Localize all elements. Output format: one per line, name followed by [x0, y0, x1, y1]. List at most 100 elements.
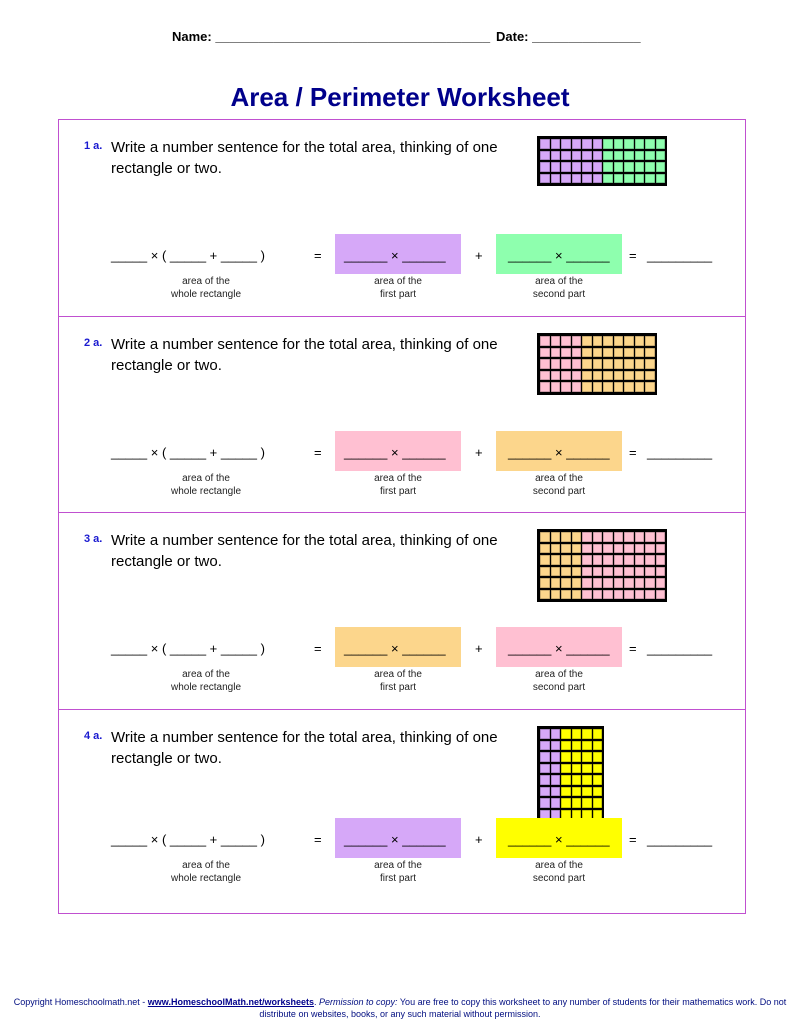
equals-sign-2: =: [629, 832, 637, 847]
caption-second: area of the second part: [532, 860, 586, 884]
whole-rectangle-expression: _____ × ( _____ + _____ ): [111, 641, 265, 656]
second-part-expression: ______ × ______: [508, 641, 610, 656]
permission-label: Permission to copy:: [319, 997, 398, 1007]
plus-sign: +: [475, 641, 483, 656]
whole-rectangle-expression: _____ × ( _____ + _____ ): [111, 832, 265, 847]
problem-number: 2 a.: [84, 337, 103, 349]
area-grid: [537, 333, 657, 395]
grid-cell-second-part: [591, 797, 603, 809]
area-grid: [537, 529, 667, 602]
grid-cell-second-part: [654, 542, 666, 554]
first-part-expression: ______ × ______: [344, 832, 446, 847]
first-part-expression: ______ × ______: [344, 248, 446, 263]
equals-sign: =: [314, 832, 322, 847]
equals-sign: =: [314, 445, 322, 460]
problem-number: 4 a.: [84, 730, 103, 742]
date-field: Date: _______________: [496, 29, 641, 44]
page-title: Area / Perimeter Worksheet: [230, 82, 570, 112]
second-part-expression: ______ × ______: [508, 248, 610, 263]
grid-cell-second-part: [591, 739, 603, 751]
caption-whole: area of the whole rectangle: [170, 276, 242, 300]
first-part-expression: ______ × ______: [344, 445, 446, 460]
equals-sign-2: =: [629, 445, 637, 460]
plus-sign: +: [475, 832, 483, 847]
caption-first: area of the first part: [374, 276, 422, 300]
footer-punct: .: [314, 997, 320, 1007]
area-grid: [537, 136, 667, 186]
problem-number: 3 a.: [84, 533, 103, 545]
caption-whole: area of the whole rectangle: [170, 669, 242, 693]
grid-cell-second-part: [644, 369, 656, 381]
grid-cell-second-part: [654, 161, 666, 173]
problem-question: Write a number sentence for the total ar…: [111, 336, 498, 374]
first-part-box: [335, 234, 461, 274]
date-label: Date:: [496, 29, 529, 44]
equals-sign: =: [314, 641, 322, 656]
total-answer-blank[interactable]: _________: [647, 445, 713, 460]
whole-rectangle-expression: _____ × ( _____ + _____ ): [111, 248, 265, 263]
problem-question: Write a number sentence for the total ar…: [111, 139, 498, 177]
grid-cell-second-part: [654, 577, 666, 589]
grid-cell-second-part: [591, 785, 603, 797]
plus-sign: +: [475, 445, 483, 460]
name-blank: ______________________________________: [215, 29, 491, 44]
grid-cell-second-part: [591, 762, 603, 774]
grid-cell-second-part: [654, 554, 666, 566]
equals-sign-2: =: [629, 248, 637, 263]
area-grid: [537, 726, 604, 822]
caption-whole: area of the whole rectangle: [170, 473, 242, 497]
caption-first: area of the first part: [374, 473, 422, 497]
whole-rectangle-expression: _____ × ( _____ + _____ ): [111, 445, 265, 460]
total-answer-blank[interactable]: _________: [647, 248, 713, 263]
second-part-box: [496, 431, 622, 471]
grid-cell-second-part: [591, 774, 603, 786]
caption-whole: area of the whole rectangle: [170, 860, 242, 884]
name-field: Name: __________________________________…: [172, 29, 490, 44]
grid-cell-second-part: [644, 381, 656, 393]
problem-question: Write a number sentence for the total ar…: [111, 729, 498, 767]
grid-cell-second-part: [654, 588, 666, 600]
grid-cell-second-part: [654, 565, 666, 577]
equals-sign-2: =: [629, 641, 637, 656]
first-part-box: [335, 627, 461, 667]
plus-sign: +: [475, 248, 483, 263]
caption-second: area of the second part: [532, 276, 586, 300]
caption-first: area of the first part: [374, 669, 422, 693]
grid-cell-second-part: [654, 149, 666, 161]
grid-cell-second-part: [591, 751, 603, 763]
first-part-box: [335, 818, 461, 858]
first-part-expression: ______ × ______: [344, 641, 446, 656]
grid-cell-second-part: [644, 335, 656, 347]
grid-cell-second-part: [654, 531, 666, 543]
total-answer-blank[interactable]: _________: [647, 832, 713, 847]
grid-cell-second-part: [591, 728, 603, 740]
problem-question: Write a number sentence for the total ar…: [111, 532, 498, 570]
name-label: Name:: [172, 29, 212, 44]
second-part-box: [496, 627, 622, 667]
equals-sign: =: [314, 248, 322, 263]
second-part-box: [496, 818, 622, 858]
footer: Copyright Homeschoolmath.net - www.Homes…: [0, 996, 800, 1020]
first-part-box: [335, 431, 461, 471]
problem-3: 3 a. Write a number sentence for the tot…: [58, 512, 746, 710]
problem-4: 4 a. Write a number sentence for the tot…: [58, 709, 746, 914]
total-answer-blank[interactable]: _________: [647, 641, 713, 656]
second-part-expression: ______ × ______: [508, 445, 610, 460]
caption-second: area of the second part: [532, 473, 586, 497]
caption-second: area of the second part: [532, 669, 586, 693]
copyright-text: Copyright Homeschoolmath.net -: [13, 997, 148, 1007]
worksheets-link[interactable]: www.HomeschoolMath.net/worksheets: [147, 997, 314, 1007]
date-blank: _______________: [532, 29, 641, 44]
problem-1: 1 a. Write a number sentence for the tot…: [58, 119, 746, 317]
problem-2: 2 a. Write a number sentence for the tot…: [58, 316, 746, 513]
grid-cell-second-part: [654, 138, 666, 150]
caption-first: area of the first part: [374, 860, 422, 884]
problem-number: 1 a.: [84, 140, 103, 152]
grid-cell-second-part: [644, 346, 656, 358]
permission-text: You are free to copy this worksheet to a…: [259, 997, 787, 1019]
second-part-expression: ______ × ______: [508, 832, 610, 847]
grid-cell-second-part: [654, 172, 666, 184]
second-part-box: [496, 234, 622, 274]
grid-cell-second-part: [644, 358, 656, 370]
